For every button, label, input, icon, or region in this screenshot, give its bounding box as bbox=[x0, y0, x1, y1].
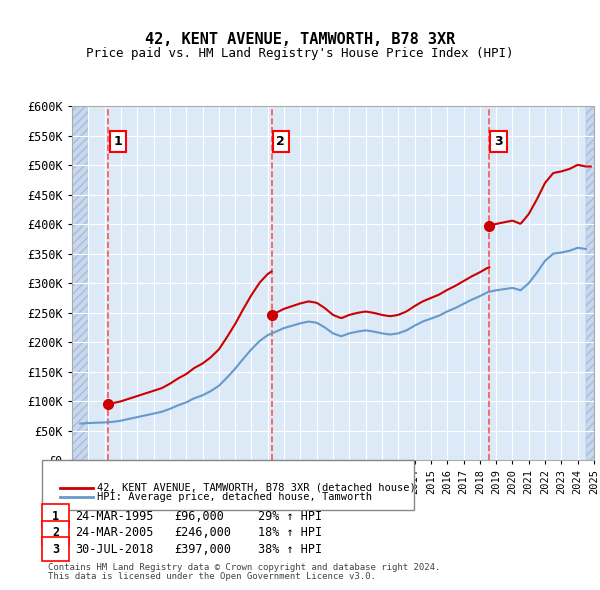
Text: 2: 2 bbox=[52, 526, 59, 539]
Text: This data is licensed under the Open Government Licence v3.0.: This data is licensed under the Open Gov… bbox=[48, 572, 376, 581]
Text: 24-MAR-2005: 24-MAR-2005 bbox=[75, 526, 154, 539]
Text: 3: 3 bbox=[494, 135, 503, 148]
Bar bbox=[72, 106, 88, 460]
Text: 29% ↑ HPI: 29% ↑ HPI bbox=[258, 510, 322, 523]
Text: £246,000: £246,000 bbox=[174, 526, 231, 539]
Text: £397,000: £397,000 bbox=[174, 543, 231, 556]
Bar bbox=[586, 106, 594, 460]
Text: 1: 1 bbox=[113, 135, 122, 148]
Text: £96,000: £96,000 bbox=[174, 510, 224, 523]
Text: 38% ↑ HPI: 38% ↑ HPI bbox=[258, 543, 322, 556]
Text: 42, KENT AVENUE, TAMWORTH, B78 3XR (detached house): 42, KENT AVENUE, TAMWORTH, B78 3XR (deta… bbox=[97, 483, 416, 493]
Text: 18% ↑ HPI: 18% ↑ HPI bbox=[258, 526, 322, 539]
Text: 1: 1 bbox=[52, 510, 59, 523]
Text: 3: 3 bbox=[52, 543, 59, 556]
Text: Price paid vs. HM Land Registry's House Price Index (HPI): Price paid vs. HM Land Registry's House … bbox=[86, 47, 514, 60]
Text: 24-MAR-1995: 24-MAR-1995 bbox=[75, 510, 154, 523]
Text: Contains HM Land Registry data © Crown copyright and database right 2024.: Contains HM Land Registry data © Crown c… bbox=[48, 563, 440, 572]
Text: 42, KENT AVENUE, TAMWORTH, B78 3XR: 42, KENT AVENUE, TAMWORTH, B78 3XR bbox=[145, 32, 455, 47]
Text: 30-JUL-2018: 30-JUL-2018 bbox=[75, 543, 154, 556]
Text: HPI: Average price, detached house, Tamworth: HPI: Average price, detached house, Tamw… bbox=[97, 493, 372, 502]
Text: 2: 2 bbox=[277, 135, 285, 148]
